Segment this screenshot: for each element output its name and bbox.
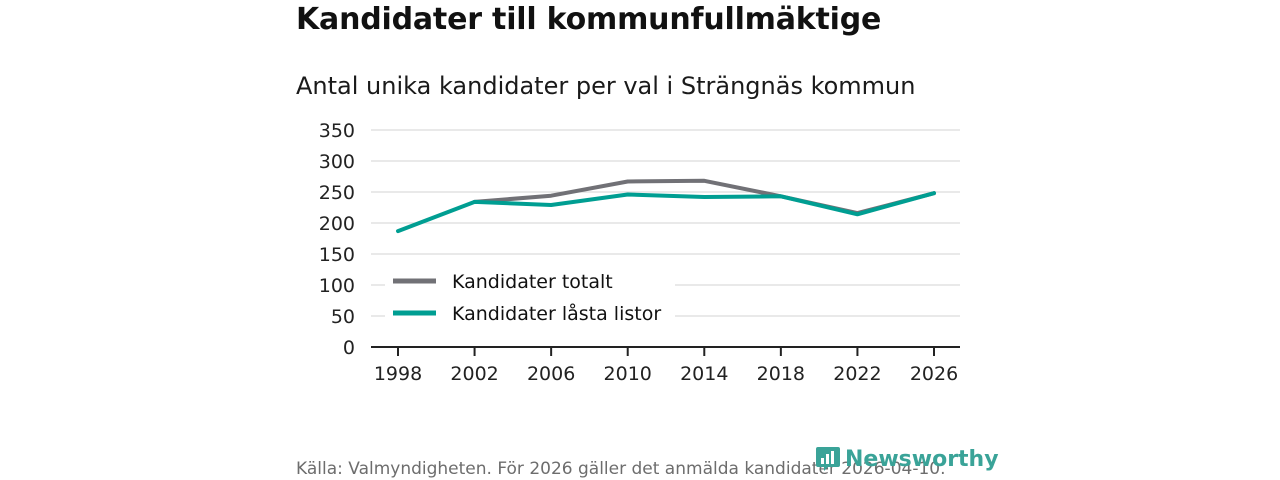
x-tick-label: 2018	[757, 363, 805, 385]
series-lines	[396, 178, 936, 234]
y-tick-label: 0	[343, 337, 355, 359]
y-tick-label: 250	[319, 182, 355, 204]
x-tick-label: 2010	[604, 363, 652, 385]
y-tick-label: 150	[319, 244, 355, 266]
x-tick-label: 2014	[680, 363, 728, 385]
y-tick-label: 100	[319, 275, 355, 297]
x-tick-label: 2022	[833, 363, 881, 385]
series-line-locked-lists	[396, 191, 936, 234]
y-tick-label: 300	[319, 151, 355, 173]
y-tick-label: 350	[319, 120, 355, 142]
x-axis	[371, 346, 960, 356]
x-tick-label: 2006	[527, 363, 575, 385]
y-axis-labels: 0 50 100 150 200 250 300 350	[319, 120, 355, 359]
y-tick-label: 50	[331, 306, 355, 328]
legend: Kandidater totalt Kandidater låsta listor	[385, 268, 675, 331]
x-tick-label: 2026	[910, 363, 958, 385]
x-axis-labels: 1998 2002 2006 2010 2014 2018 2022 2026	[374, 363, 958, 385]
legend-label: Kandidater låsta listor	[452, 302, 661, 325]
legend-label: Kandidater totalt	[452, 271, 613, 293]
brand-name: Newsworthy	[845, 446, 999, 472]
x-tick-label: 2002	[450, 363, 498, 385]
brand-logo[interactable]: Newsworthy	[815, 446, 999, 472]
chart-title: Kandidater till kommunfullmäktige	[296, 2, 882, 37]
chart-subtitle: Antal unika kandidater per val i Strängn…	[296, 72, 916, 100]
x-tick-label: 1998	[374, 363, 422, 385]
newsworthy-logo-icon	[816, 447, 840, 471]
y-tick-label: 200	[319, 213, 355, 235]
source-note: Källa: Valmyndigheten. För 2026 gäller d…	[296, 459, 946, 479]
